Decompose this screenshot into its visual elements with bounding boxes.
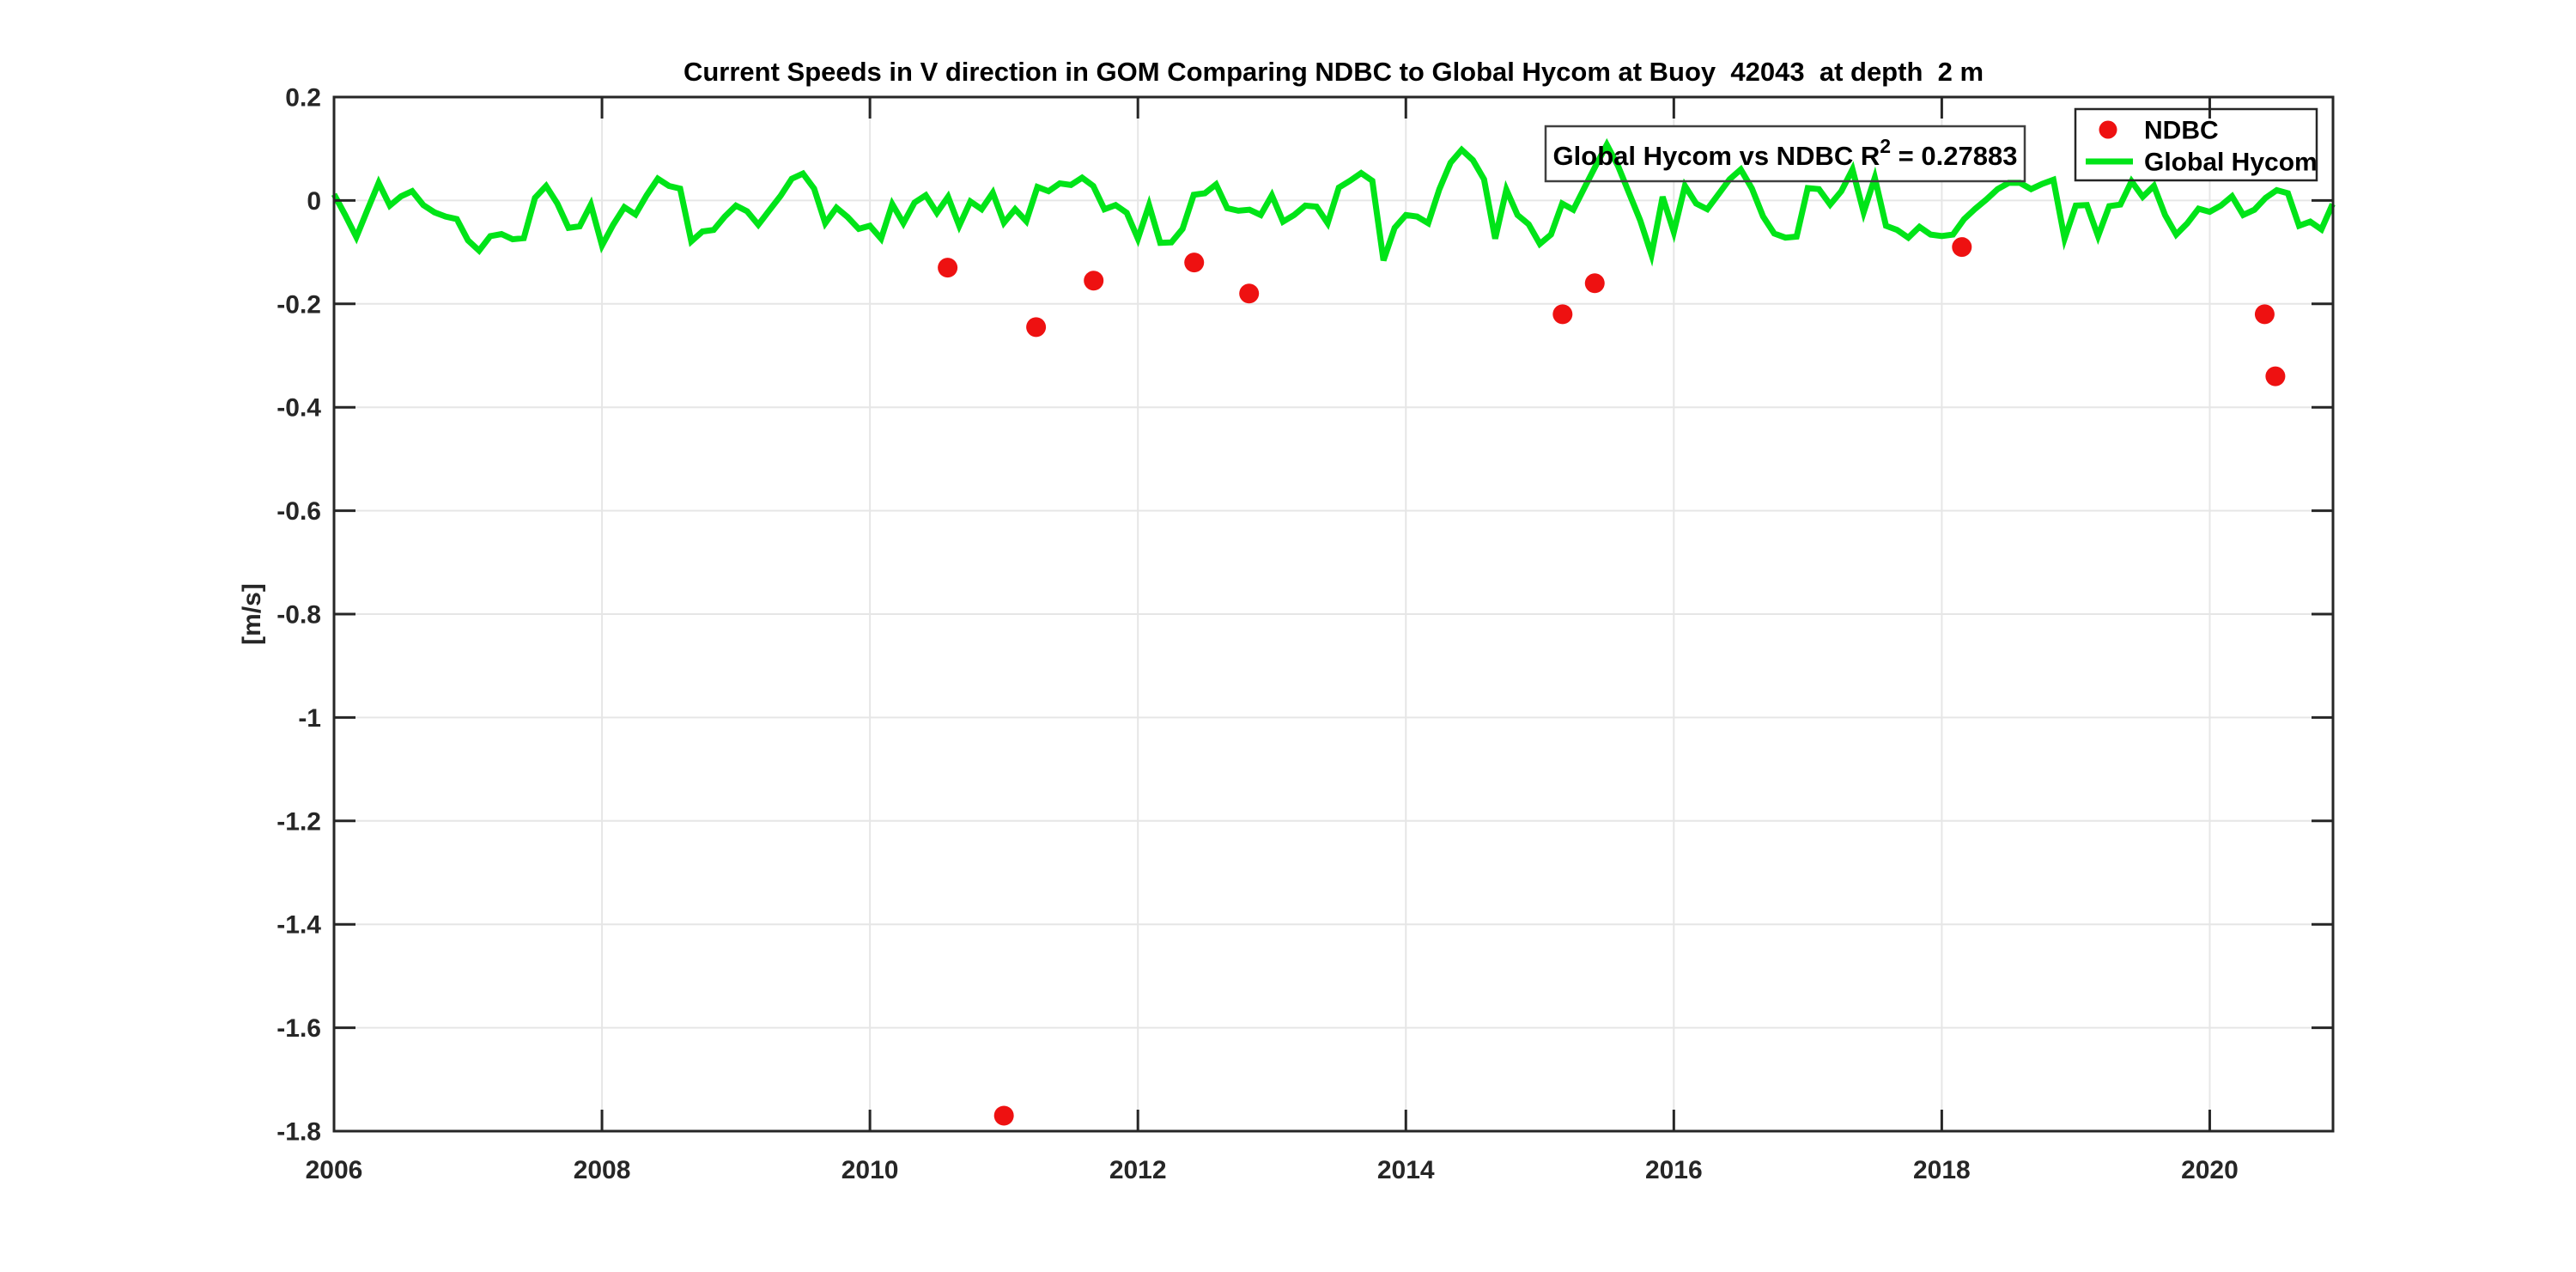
- x-tick-label: 2008: [574, 1156, 631, 1184]
- legend-item-global-hycom: Global Hycom: [2086, 149, 2318, 177]
- y-tick-label: -0.6: [276, 497, 321, 526]
- x-tick-label: 2020: [2181, 1156, 2239, 1184]
- x-tick-label: 2014: [1377, 1156, 1435, 1184]
- legend: NDBC Global Hycom: [2074, 107, 2318, 182]
- plot-border: [332, 95, 2335, 1133]
- ndbc-data-point: [1084, 271, 1104, 291]
- r-squared-superscript: 2: [1880, 135, 1891, 157]
- legend-label-ndbc: NDBC: [2144, 117, 2219, 145]
- x-tick-label: 2016: [1645, 1156, 1703, 1184]
- y-tick-label: -1.6: [276, 1014, 321, 1043]
- ndbc-data-point: [1026, 317, 1047, 338]
- r-squared-annotation: Global Hycom vs NDBC R2 = 0.27883: [1553, 135, 2018, 171]
- y-tick-label: -1.8: [276, 1118, 321, 1147]
- legend-border: [2074, 107, 2318, 182]
- chart-title: Current Speeds in V direction in GOM Com…: [683, 57, 1984, 87]
- r-squared-suffix: = 0.27883: [1891, 141, 2017, 171]
- y-tick-label: -1: [298, 704, 321, 733]
- ndbc-data-point: [1552, 304, 1573, 325]
- y-tick-label: 0: [307, 187, 321, 216]
- x-tick-label: 2006: [306, 1156, 363, 1184]
- legend-box-background: [2075, 109, 2317, 180]
- y-axis-label: [m/s]: [238, 583, 266, 645]
- x-tick-label: 2018: [1913, 1156, 1971, 1184]
- hycom-series-line: [331, 137, 2336, 267]
- ndbc-data-point: [1952, 237, 1972, 258]
- r-squared-box-border: [1544, 125, 2026, 183]
- series-layer: [331, 137, 2336, 1126]
- ndbc-data-point: [2265, 366, 2286, 386]
- legend-label-global-hycom: Global Hycom: [2144, 149, 2318, 177]
- ndbc-data-point: [993, 1105, 1014, 1126]
- ndbc-dot-marker-icon: [2099, 120, 2117, 139]
- x-tick-label: 2012: [1109, 1156, 1167, 1184]
- y-tick-label: -1.2: [276, 807, 321, 836]
- y-tick-label: -0.2: [276, 290, 321, 319]
- ndbc-data-point: [1184, 253, 1205, 273]
- ndbc-data-point: [938, 258, 958, 278]
- ndbc-data-point: [2254, 304, 2275, 325]
- y-tick-label: -0.8: [276, 601, 321, 630]
- legend-item-ndbc: NDBC: [2099, 117, 2219, 145]
- y-tick-label: -0.4: [276, 394, 321, 423]
- grid-layer: [334, 97, 2333, 1131]
- r-squared-box-background: [1546, 126, 2025, 181]
- ndbc-data-point: [1584, 273, 1605, 294]
- axes-layer: 2006 2008 2010 2012 2014 2016 2018 2020 0.2 0 -0.2…: [276, 84, 2333, 1184]
- r-squared-prefix: Global Hycom vs NDBC R: [1553, 141, 1880, 171]
- ndbc-data-point: [1239, 283, 1260, 304]
- x-tick-label: 2010: [841, 1156, 899, 1184]
- y-tick-label: -1.4: [276, 911, 321, 940]
- y-tick-label: 0.2: [285, 84, 321, 113]
